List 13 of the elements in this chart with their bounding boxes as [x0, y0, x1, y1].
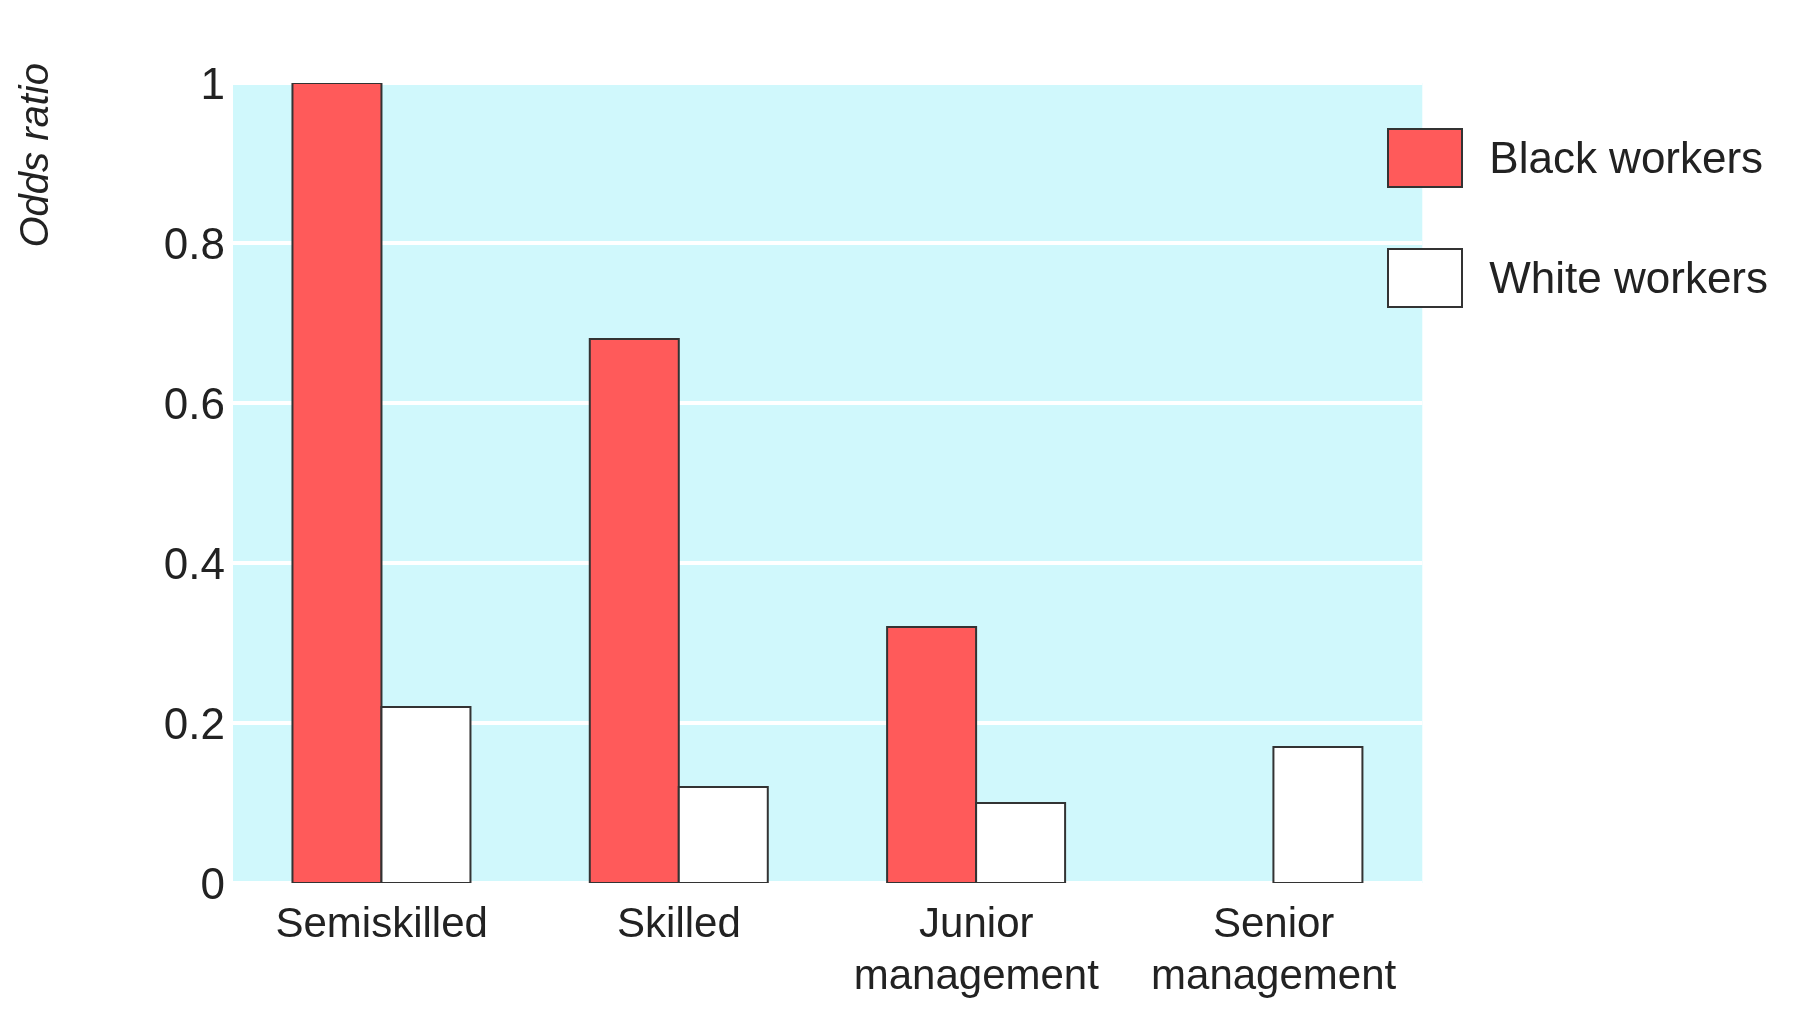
y-tick-label: 0.6 [163, 378, 225, 428]
y-tick-label: 1 [200, 58, 225, 108]
x-tick-label: Semiskilled [275, 899, 488, 946]
y-axis-title: Odds ratio [12, 63, 56, 248]
y-tick-label: 0.8 [163, 218, 225, 268]
legend-label: White workers [1489, 253, 1768, 303]
y-tick-label: 0 [200, 858, 225, 908]
legend-label: Black workers [1489, 133, 1764, 183]
x-tick-label: Senior management [1151, 899, 1397, 998]
x-tick-label: Skilled [617, 899, 741, 946]
x-tick-label: Junior management [853, 899, 1100, 998]
y-tick-label: 0.2 [163, 698, 225, 748]
y-tick-label: 0.4 [163, 538, 225, 588]
